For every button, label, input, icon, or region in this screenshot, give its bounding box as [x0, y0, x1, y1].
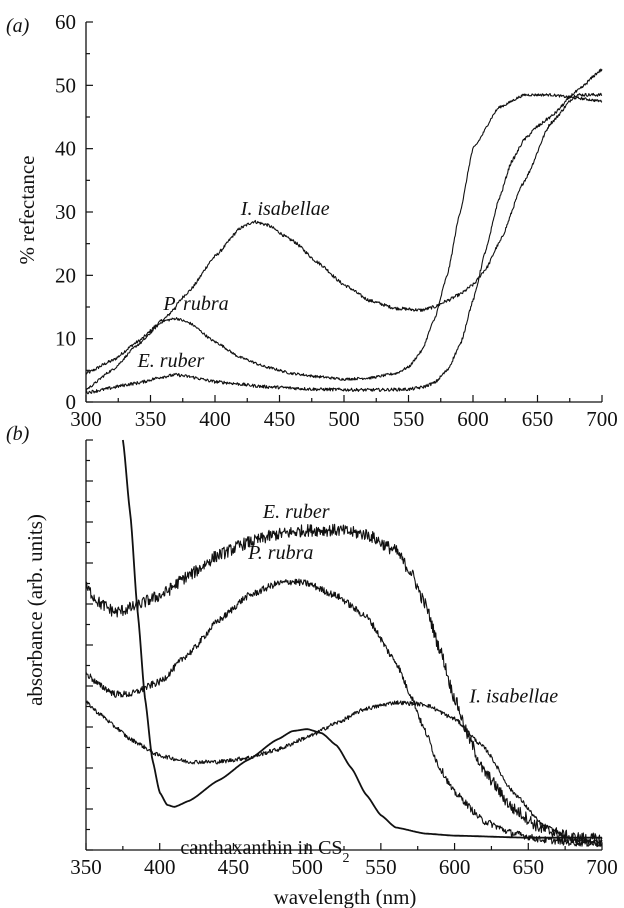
panel-b-label: (b): [6, 423, 30, 445]
panel-a-series-p-rubra: [85, 93, 603, 391]
panel-a-series-e-ruber: [85, 68, 603, 395]
panel-b-axes: 350 400 450 500 550 600 650 700: [70, 439, 618, 879]
panel-a-y-tick-label: 50: [55, 73, 76, 97]
panel-b-x-tick-label: 700: [586, 855, 618, 879]
panel-b-series-canthaxanthin-in-cs2: [122, 439, 602, 839]
panel-b-x-tick-label: 600: [439, 855, 471, 879]
panel-a-y-tick-label: 40: [55, 137, 76, 161]
panel-b-label-canthaxanthin-in-cs2: canthaxanthin in CS2: [180, 837, 349, 866]
panel-b-x-tick-label: 550: [365, 855, 397, 879]
panel-b-series-e-ruber: [85, 523, 603, 847]
panel-b-label-e-ruber: E. ruber: [262, 501, 330, 523]
panel-a-x-tick-label: 650: [522, 407, 554, 431]
panel-b-x-tick-label: 450: [218, 855, 250, 879]
panel-a-x-tick-label: 550: [393, 407, 425, 431]
panel-b-label-p-rubra: P. rubra: [247, 542, 313, 564]
panel-b-y-axis-title: absorbance (arb. units): [23, 514, 47, 706]
panel-a-x-tick-label: 700: [586, 407, 618, 431]
panel-b-x-tick-label: 650: [513, 855, 545, 879]
panel-a-y-tick-label: 0: [66, 390, 77, 414]
panel-a-x-tick-label: 500: [328, 407, 360, 431]
panel-a-label-p-rubra: P. rubra: [162, 293, 228, 315]
panel-a-series-i-isabellae: [85, 92, 603, 375]
panel-b-series: E. ruber P. rubra I. isabellae canthaxanthi…: [85, 439, 603, 866]
panel-a-y-tick-label: 10: [55, 327, 76, 351]
panel-a-series: I. isabellae P. rubra E. ruber: [85, 68, 603, 395]
panel-a-label-e-ruber: E. ruber: [137, 350, 205, 372]
panel-a-axes: 300 350 400 450 500 550 600 650 700 0 10 20 30 40 50 60: [55, 10, 618, 431]
panel-a-x-tick-label: 400: [199, 407, 231, 431]
panel-a-x-tick-label: 450: [264, 407, 296, 431]
panel-a-y-tick-label: 60: [55, 10, 76, 34]
panel-a-x-tick-label: 300: [70, 407, 102, 431]
panel-a-y-axis-title: % refectance: [15, 156, 39, 265]
panel-b-x-tick-label: 500: [291, 855, 323, 879]
panel-a-x-tick-label: 350: [135, 407, 167, 431]
panel-a-label: (a): [6, 15, 30, 37]
panel-a: (a) % refectance 300 350 400 450 500 550 600 65…: [6, 10, 618, 431]
panel-b-x-tick-label: 350: [70, 855, 102, 879]
panel-b-label-i-isabellae: I. isabellae: [468, 685, 558, 707]
panel-b-x-axis-title: wavelength (nm): [274, 885, 417, 908]
panel-a-x-tick-label: 600: [457, 407, 489, 431]
panel-b-x-tick-label: 400: [144, 855, 176, 879]
panel-b-series-i-isabellae: [85, 700, 603, 845]
panel-b-series-p-rubra: [85, 578, 603, 848]
panel-a-y-tick-label: 20: [55, 263, 76, 287]
panel-a-y-tick-label: 30: [55, 200, 76, 224]
panel-a-label-i-isabellae: I. isabellae: [240, 198, 330, 220]
panel-b: (b) absorbance (arb. units) wavelength (…: [6, 423, 618, 908]
